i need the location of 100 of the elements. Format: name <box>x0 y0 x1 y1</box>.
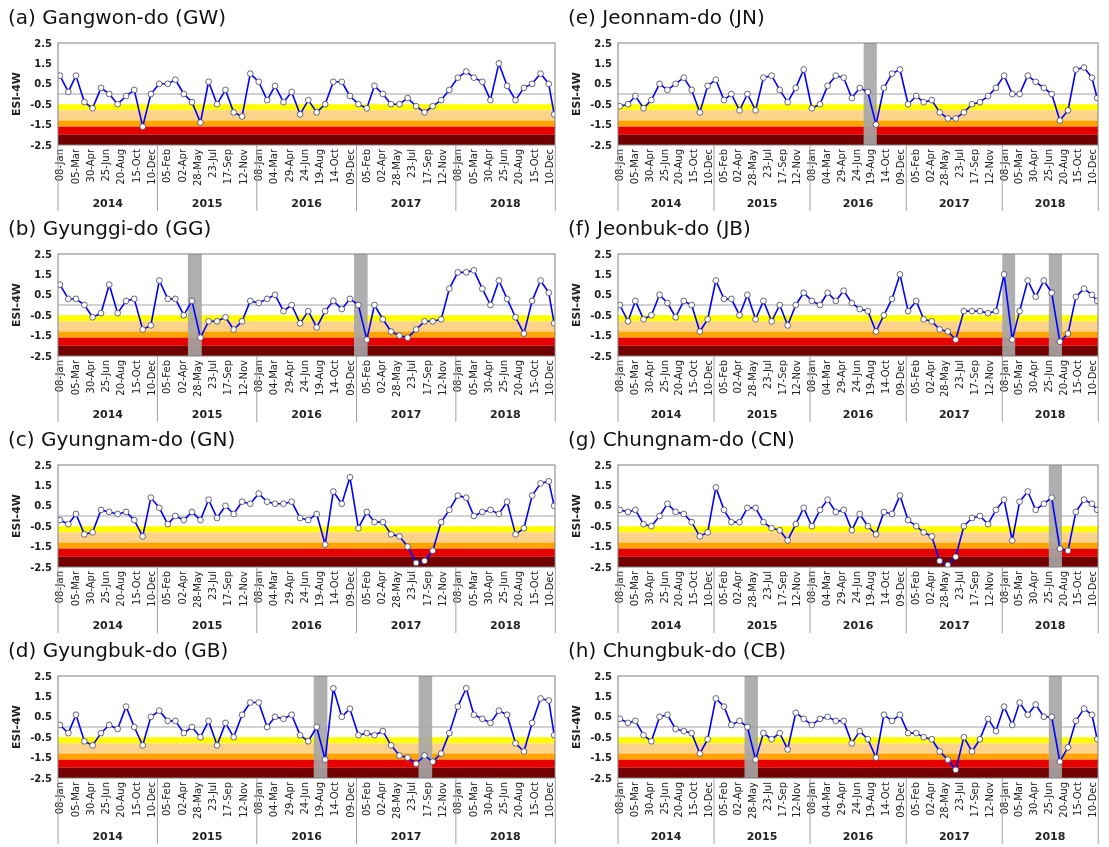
x-tick-label: 25-Jun <box>1042 571 1054 604</box>
x-tick-label: 29-Apr <box>835 148 847 183</box>
x-tick-label: 29-Apr <box>835 570 847 605</box>
x-tick-label: 12-Nov <box>983 781 995 818</box>
x-tick-label: 12-Nov <box>237 148 249 185</box>
x-tick-label: 12-Nov <box>983 570 995 607</box>
x-tick-label: 24-Jun <box>850 571 862 604</box>
x-tick-label: 10-Dec <box>543 360 555 396</box>
x-tick-label: 20-Aug <box>513 571 525 607</box>
y-tick-label: 0.5 <box>594 500 613 512</box>
x-tick-label: 09-Dec <box>344 149 356 185</box>
x-tick-label: 15-Oct <box>528 781 540 816</box>
x-tick-label: 12-Nov <box>436 359 448 396</box>
x-tick-label: 17-Sep <box>222 782 234 818</box>
x-tick-label: 23-Jul <box>406 360 418 389</box>
text: 2017 <box>938 619 970 632</box>
text: 2017 <box>390 197 422 210</box>
y-axis-title: ESI-4W <box>570 494 583 538</box>
x-tick-label: 23-Jul <box>406 149 418 178</box>
x-tick-label: 20-Aug <box>673 360 685 396</box>
x-tick-label: 17-Sep <box>968 360 980 396</box>
y-tick-label: -0.5 <box>30 731 53 743</box>
y-tick-label: -1.5 <box>590 330 613 342</box>
x-tick-label: 02-Apr <box>375 359 387 394</box>
x-tick-label: 10-Dec <box>702 571 714 607</box>
y-tick-label: 2.5 <box>34 459 53 471</box>
y-tick-label: -1.5 <box>590 752 613 764</box>
x-tick-label: 08-Jan <box>998 571 1010 604</box>
x-tick-label: 05-Mar <box>1013 570 1025 607</box>
x-tick-label: 23-Jul <box>954 571 966 600</box>
y-axis-title: ESI-4W <box>10 494 23 538</box>
x-tick-label: 20-Aug <box>1057 782 1069 818</box>
x-tick-label: 05-Feb <box>717 149 729 184</box>
x-tick-label: 10-Dec <box>543 571 555 607</box>
x-tick-label: 20-Aug <box>1057 360 1069 396</box>
x-tick-label: 20-Aug <box>115 149 127 185</box>
x-tick-label: 05-Mar <box>467 359 479 396</box>
x-tick-label: 02-Apr <box>732 570 744 605</box>
x-tick-label: 30-Apr <box>643 359 655 394</box>
y-tick-label: -0.5 <box>30 98 53 110</box>
x-tick-label: 05-Mar <box>1013 148 1025 185</box>
x-tick-label: 24-Jun <box>298 360 310 393</box>
x-tick-label: 30-Apr <box>643 781 655 816</box>
text: 2017 <box>938 197 970 210</box>
x-tick-label: 04-Mar <box>268 359 280 396</box>
y-tick-label: 2.5 <box>594 37 613 49</box>
x-tick-label: 15-Oct <box>130 781 142 816</box>
x-tick-label: 30-Apr <box>1028 781 1040 816</box>
text: 2015 <box>746 619 778 632</box>
x-tick-label: 08-Jan <box>452 571 464 604</box>
y-tick-label: -0.5 <box>590 98 613 110</box>
x-tick-label: 28-May <box>939 570 951 609</box>
x-tick-label: 14-Oct <box>879 148 891 183</box>
y-tick-label: -1.5 <box>30 752 53 764</box>
x-tick-label: 28-May <box>191 570 203 609</box>
x-tick-label: 08-Jan <box>452 149 464 182</box>
x-tick-label: 12-Nov <box>237 359 249 396</box>
x-tick-label: 12-Nov <box>983 148 995 185</box>
x-tick-label: 25-Jun <box>498 782 510 815</box>
x-tick-label: 05-Mar <box>69 570 81 607</box>
y-tick-label: -2.5 <box>30 350 53 362</box>
x-tick-label: 10-Dec <box>702 149 714 185</box>
x-tick-label: 19-Aug <box>314 571 326 607</box>
x-tick-label: 20-Aug <box>673 782 685 818</box>
y-tick-label: 0.5 <box>34 289 53 301</box>
x-tick-label: 15-Oct <box>687 570 699 605</box>
y-tick-label: 2.5 <box>594 459 613 471</box>
x-tick-label: 10-Dec <box>145 360 157 396</box>
x-tick-label: 08-Jan <box>806 571 818 604</box>
y-tick-label: 0.5 <box>34 78 53 90</box>
x-tick-label: 02-Apr <box>375 570 387 605</box>
x-tick-label: 30-Apr <box>482 359 494 394</box>
text: 2018 <box>490 197 521 210</box>
y-tick-label: 0.5 <box>594 78 613 90</box>
x-tick-label: 23-Jul <box>954 149 966 178</box>
x-tick-label: 08-Jan <box>806 782 818 815</box>
x-tick-label: 17-Sep <box>968 782 980 818</box>
x-tick-label: 10-Dec <box>543 782 555 818</box>
y-tick-label: -0.5 <box>590 731 613 743</box>
x-tick-label: 04-Mar <box>268 570 280 607</box>
x-tick-label: 23-Jul <box>761 149 773 178</box>
x-tick-label: 17-Sep <box>776 571 788 607</box>
x-tick-label: 12-Nov <box>237 570 249 607</box>
text: 2018 <box>1034 619 1066 632</box>
x-tick-label: 23-Jul <box>406 782 418 811</box>
x-tick-label: 05-Feb <box>161 360 173 395</box>
text: 2015 <box>191 830 223 843</box>
x-tick-label: 05-Mar <box>69 359 81 396</box>
text: 2016 <box>842 619 874 632</box>
x-tick-label: 28-May <box>747 359 759 398</box>
text: 2016 <box>842 197 874 210</box>
x-tick-label: 15-Oct <box>528 148 540 183</box>
x-tick-label: 02-Apr <box>924 148 936 183</box>
y-tick-label: -2.5 <box>590 561 613 573</box>
x-tick-label: 23-Jul <box>207 782 219 811</box>
x-tick-label: 04-Mar <box>821 148 833 185</box>
x-tick-label: 12-Nov <box>436 781 448 818</box>
x-tick-label: 30-Apr <box>84 570 96 605</box>
y-tick-label: 0.5 <box>34 500 53 512</box>
x-tick-label: 25-Jun <box>1042 149 1054 182</box>
